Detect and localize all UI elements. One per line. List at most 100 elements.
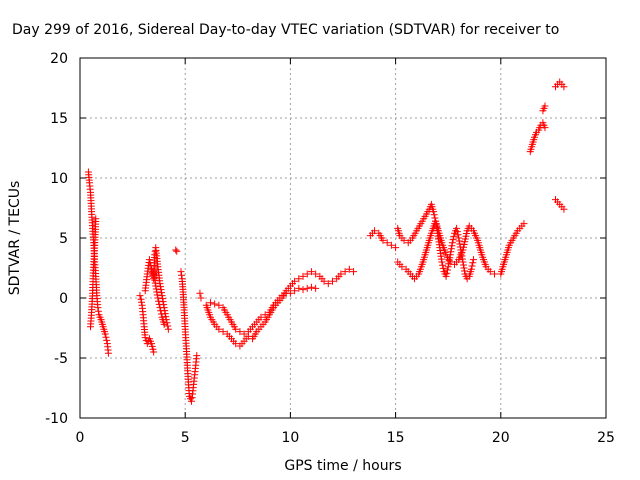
data-point <box>158 289 166 297</box>
data-point <box>337 270 345 278</box>
y-tick-label: 5 <box>59 231 68 247</box>
data-point <box>152 282 160 290</box>
data-point <box>219 328 227 336</box>
data-point <box>392 244 400 252</box>
data-point <box>455 234 463 242</box>
data-point <box>152 285 160 293</box>
data-point <box>197 294 205 302</box>
data-point <box>291 287 299 295</box>
data-point <box>312 270 320 278</box>
data-point <box>459 258 467 266</box>
data-point <box>215 301 223 309</box>
data-point <box>211 300 219 308</box>
data-point <box>455 237 463 245</box>
data-point <box>456 240 464 248</box>
data-point <box>469 259 477 267</box>
chart-title: Day 299 of 2016, Sidereal Day-to-day VTE… <box>12 22 559 38</box>
data-point <box>278 292 286 300</box>
data-point <box>371 227 379 235</box>
data-point <box>454 231 462 239</box>
data-point <box>442 272 450 280</box>
data-point <box>215 325 223 333</box>
x-axis-ticks: 0 5 10 15 20 25 <box>76 58 615 446</box>
data-point <box>153 288 161 296</box>
data-point <box>94 307 102 315</box>
data-point <box>173 247 181 255</box>
data-point <box>162 313 170 321</box>
y-axis-ticks: -10 -5 0 5 10 15 20 <box>45 51 606 427</box>
data-point <box>157 310 165 318</box>
data-point <box>438 258 446 266</box>
x-tick-label: 0 <box>76 430 85 446</box>
data-point <box>92 215 100 223</box>
data-point <box>453 224 461 232</box>
data-point <box>158 292 166 300</box>
data-point <box>151 247 159 255</box>
data-point <box>303 270 311 278</box>
plot-frame <box>79 57 607 419</box>
data-point <box>383 239 391 247</box>
data-point <box>350 268 358 276</box>
data-point <box>379 236 387 244</box>
data-point <box>193 352 201 360</box>
data-point <box>429 208 437 216</box>
data-point <box>345 265 353 273</box>
data-point <box>400 236 408 244</box>
y-tick-label: 0 <box>59 291 68 307</box>
data-point <box>295 275 303 283</box>
data-point <box>457 249 465 257</box>
data-point <box>155 297 163 305</box>
data-point <box>398 263 406 271</box>
data-point <box>286 289 294 297</box>
data-point <box>232 325 240 333</box>
data-point <box>295 284 303 292</box>
data-point <box>257 313 265 321</box>
data-point <box>446 258 454 266</box>
data-point <box>160 320 168 328</box>
data-point <box>145 256 153 264</box>
data-point <box>196 289 204 297</box>
data-point <box>159 295 167 303</box>
x-axis-label: GPS time / hours <box>284 458 401 474</box>
data-point <box>138 298 146 306</box>
data-point <box>206 299 214 307</box>
x-tick-label: 15 <box>387 430 405 446</box>
x-tick-label: 25 <box>597 430 615 446</box>
data-point <box>150 348 158 356</box>
data-point <box>469 256 477 264</box>
y-tick-label: -10 <box>45 411 68 427</box>
data-point <box>101 330 109 338</box>
data-point <box>141 334 149 342</box>
y-tick-label: 10 <box>50 171 68 187</box>
data-point <box>439 261 447 269</box>
data-point <box>155 300 163 308</box>
data-point <box>461 267 469 275</box>
data-point <box>164 322 172 330</box>
data-point <box>320 277 328 285</box>
data-point <box>136 292 144 300</box>
data-point <box>307 283 315 291</box>
data-point <box>520 220 528 228</box>
data-point <box>443 266 451 274</box>
data-point <box>307 268 315 276</box>
data-point <box>560 205 568 213</box>
data-point <box>156 283 164 291</box>
x-tick-label: 10 <box>281 430 299 446</box>
data-point <box>324 280 332 288</box>
x-tick-label: 5 <box>181 430 190 446</box>
data-point <box>104 349 112 357</box>
data-point <box>447 245 455 253</box>
data-point <box>172 246 180 254</box>
data-point <box>439 264 447 272</box>
data-point <box>178 271 186 279</box>
data-point <box>157 307 165 315</box>
data-point <box>188 397 196 405</box>
data-point <box>459 261 467 269</box>
data-point <box>240 330 248 338</box>
y-tick-label: -5 <box>54 351 68 367</box>
data-point <box>486 268 494 276</box>
x-tick-label: 20 <box>492 430 510 446</box>
data-point <box>154 294 162 302</box>
data-point <box>177 268 185 276</box>
